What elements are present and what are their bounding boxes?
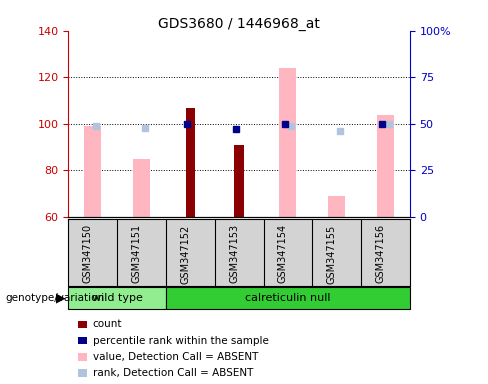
Text: ▶: ▶ [56,291,66,305]
Text: GSM347155: GSM347155 [327,224,337,283]
Text: calreticulin null: calreticulin null [245,293,331,303]
Bar [328,196,345,217]
Bar [234,145,244,217]
Text: GDS3680 / 1446968_at: GDS3680 / 1446968_at [158,17,320,31]
Bar [68,287,166,309]
Bar [84,126,102,217]
Text: value, Detection Call = ABSENT: value, Detection Call = ABSENT [93,352,258,362]
Text: wild type: wild type [92,293,142,303]
Text: GSM347153: GSM347153 [229,224,239,283]
Text: rank, Detection Call = ABSENT: rank, Detection Call = ABSENT [93,368,253,378]
Text: GSM347150: GSM347150 [83,224,93,283]
Bar [279,68,297,217]
Text: GSM347151: GSM347151 [132,224,142,283]
Text: GSM347156: GSM347156 [376,224,386,283]
Bar [377,114,394,217]
Bar [133,159,150,217]
Bar [185,108,195,217]
Text: genotype/variation: genotype/variation [5,293,104,303]
Text: GSM347152: GSM347152 [181,224,190,283]
Text: count: count [93,319,122,329]
Bar [166,287,410,309]
Text: percentile rank within the sample: percentile rank within the sample [93,336,268,346]
Text: GSM347154: GSM347154 [278,224,288,283]
